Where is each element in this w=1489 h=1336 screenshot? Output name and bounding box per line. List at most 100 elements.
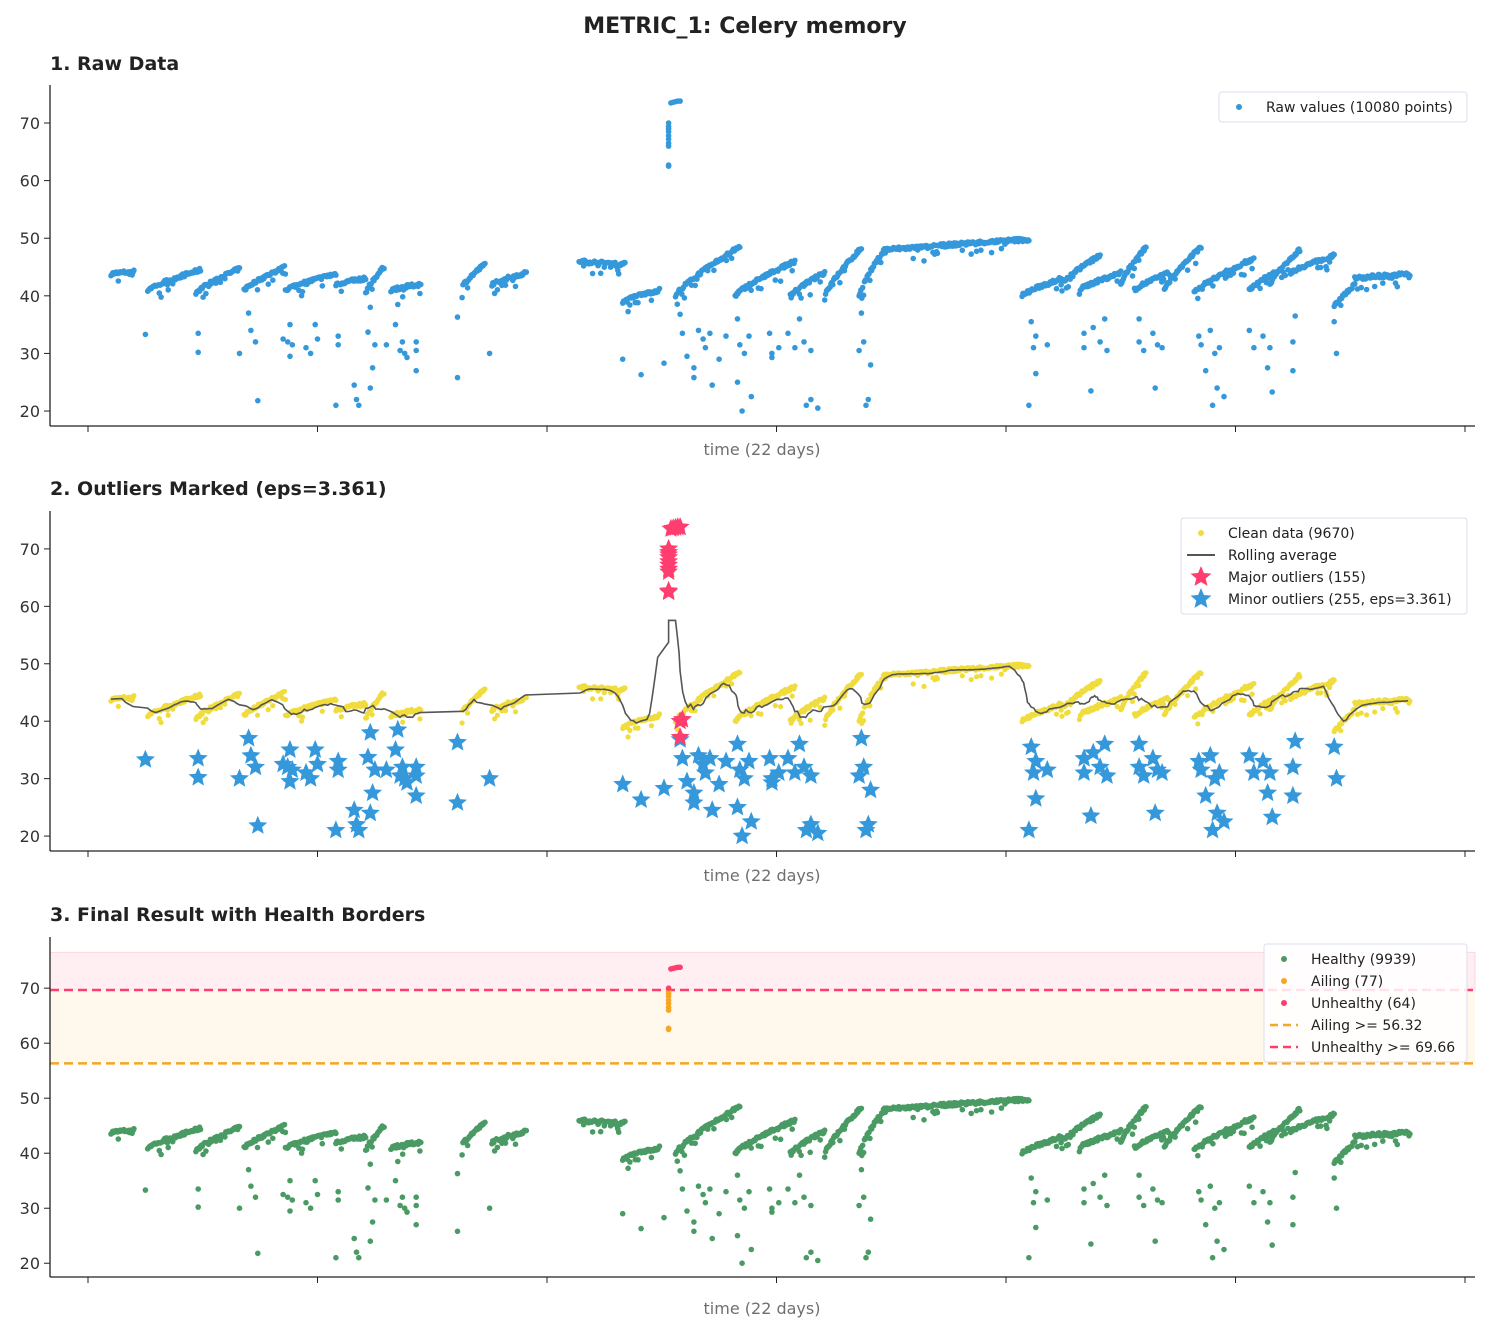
healthy-point	[1196, 1188, 1202, 1195]
healthy-point	[338, 1146, 345, 1152]
data-point	[351, 382, 358, 388]
healthy-point	[625, 1165, 631, 1172]
healthy-point	[413, 1221, 420, 1228]
data-point	[959, 247, 966, 254]
data-point	[821, 268, 828, 275]
data-point	[648, 297, 655, 304]
data-point	[395, 301, 401, 308]
data-point	[808, 396, 814, 403]
healthy-point	[1267, 1199, 1273, 1206]
healthy-point	[1150, 1186, 1156, 1192]
healthy-point	[694, 1134, 700, 1141]
healthy-point	[777, 1136, 784, 1143]
healthy-point	[351, 1235, 358, 1242]
data-point	[858, 246, 865, 252]
clean-point	[772, 703, 778, 709]
minor-outlier-star	[1244, 762, 1264, 781]
healthy-point	[856, 1202, 862, 1209]
data-point	[312, 321, 319, 328]
healthy-point	[383, 1197, 390, 1203]
y-tick-label: 30	[20, 1199, 40, 1218]
healthy-point	[737, 1104, 743, 1110]
data-point	[1143, 244, 1149, 250]
data-point	[1136, 316, 1142, 322]
healthy-point	[417, 1148, 423, 1154]
data-point	[692, 282, 698, 289]
healthy-point	[622, 1118, 628, 1125]
data-point	[236, 265, 243, 271]
healthy-point	[418, 1139, 424, 1146]
data-point	[1097, 339, 1103, 345]
minor-outlier-star	[693, 754, 713, 773]
healthy-point	[222, 1134, 228, 1140]
data-point	[661, 360, 667, 367]
data-point	[878, 259, 884, 266]
data-point	[1118, 268, 1124, 274]
healthy-point	[1269, 1242, 1275, 1248]
healthy-point	[821, 1154, 828, 1160]
data-point	[695, 327, 702, 334]
data-point	[785, 330, 791, 337]
data-point	[792, 257, 798, 264]
data-point	[998, 245, 1005, 252]
healthy-point	[1152, 1238, 1158, 1244]
healthy-point	[692, 1140, 698, 1147]
clean-point	[1372, 709, 1378, 715]
data-point	[968, 251, 974, 257]
y-tick-label: 60	[20, 1034, 40, 1053]
healthy-point	[803, 1254, 810, 1261]
x-axis-label: time (22 days)	[704, 866, 821, 885]
healthy-point	[1352, 1139, 1358, 1145]
clean-point	[635, 725, 641, 731]
healthy-point	[1030, 1199, 1037, 1206]
healthy-point	[878, 1118, 884, 1125]
data-point	[1104, 347, 1110, 354]
y-tick-label: 30	[20, 344, 40, 363]
healthy-point	[1251, 1114, 1257, 1120]
clean-point	[674, 727, 680, 733]
legend-label: Healthy (9939)	[1311, 952, 1416, 968]
panel-title: 3. Final Result with Health Borders	[50, 904, 425, 926]
minor-outlier-star	[1283, 757, 1303, 776]
data-point	[356, 402, 362, 409]
data-point	[523, 269, 530, 275]
data-point	[1058, 282, 1064, 288]
minor-outlier-star	[188, 767, 208, 786]
legend-star-icon	[1190, 566, 1212, 586]
minor-outlier-star	[762, 772, 782, 791]
data-point	[1338, 302, 1344, 309]
data-point	[691, 374, 697, 381]
data-point	[1260, 333, 1266, 339]
y-tick-label: 20	[20, 1254, 40, 1273]
healthy-point	[203, 1148, 209, 1154]
healthy-point	[454, 1228, 461, 1235]
healthy-point	[1136, 1194, 1142, 1200]
healthy-point	[1290, 1221, 1296, 1228]
data-point	[1207, 327, 1214, 334]
data-point	[1030, 344, 1037, 351]
clean-point	[217, 705, 223, 711]
healthy-point	[369, 1144, 375, 1150]
minor-outlier-star	[1081, 806, 1101, 825]
minor-outlier-star	[239, 728, 259, 747]
data-point	[142, 331, 149, 338]
data-point	[362, 276, 369, 283]
clean-point	[381, 691, 387, 697]
data-point	[158, 294, 164, 300]
data-point	[681, 295, 688, 301]
data-point	[282, 271, 289, 277]
healthy-point	[319, 1140, 326, 1147]
healthy-point	[131, 1125, 137, 1132]
data-point	[707, 330, 713, 337]
healthy-point	[619, 1210, 626, 1217]
data-point	[1209, 402, 1216, 409]
legend-label: Raw values (10080 points)	[1266, 100, 1453, 116]
minor-outlier-star	[1097, 765, 1117, 784]
data-point	[837, 279, 843, 286]
minor-outlier-star	[789, 734, 809, 753]
clean-point	[934, 676, 941, 682]
healthy-point	[1210, 1140, 1216, 1147]
data-point	[1202, 367, 1209, 374]
clean-point	[989, 675, 995, 681]
